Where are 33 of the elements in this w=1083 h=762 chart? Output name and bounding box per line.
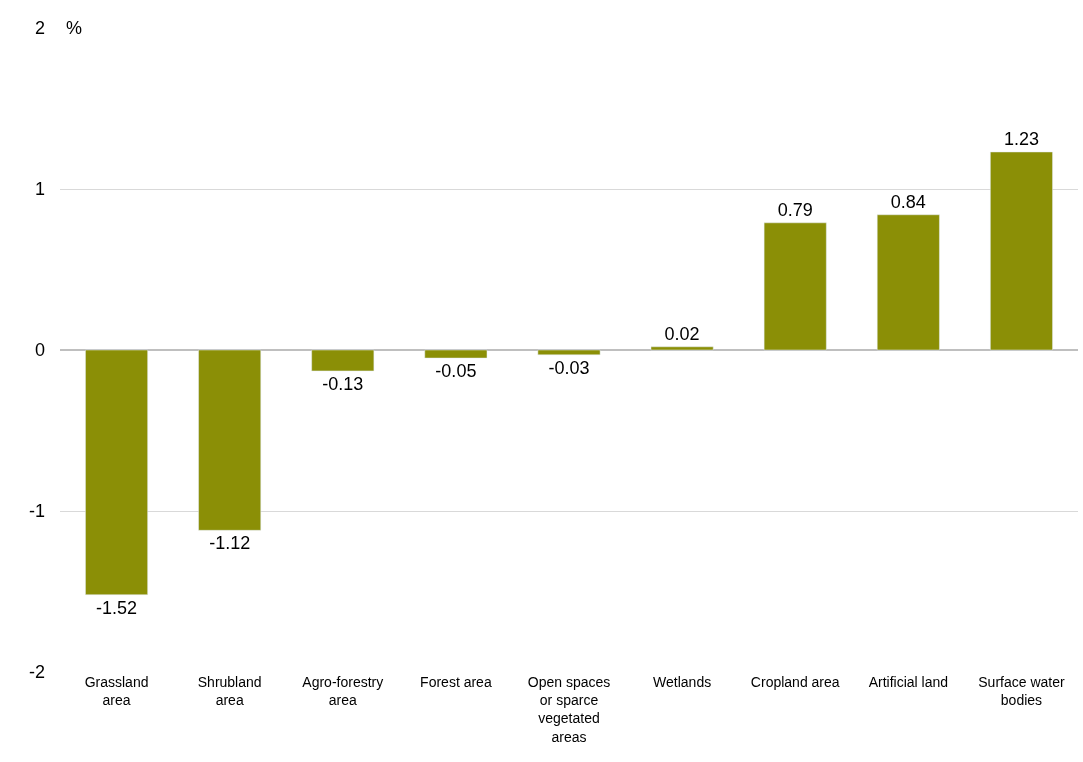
bar xyxy=(198,349,262,531)
x-tick-label: Surface water bodies xyxy=(978,674,1065,709)
x-tick-label: Agro-forestry area xyxy=(302,674,384,709)
data-label: -0.05 xyxy=(435,361,477,382)
data-label: 0.79 xyxy=(777,199,813,220)
x-tick-label: Shrubland area xyxy=(197,674,262,709)
bar xyxy=(763,222,827,351)
y-axis-title: % xyxy=(66,18,83,38)
bar xyxy=(311,349,375,372)
bar xyxy=(650,346,714,351)
data-label: 0.02 xyxy=(664,323,700,344)
x-tick-label: Forest area xyxy=(420,674,492,690)
y-tick-label: 1 xyxy=(34,179,45,200)
y-tick-label: -2 xyxy=(28,662,45,683)
data-label: -1.52 xyxy=(96,597,138,618)
x-tick-label: Wetlands xyxy=(653,674,712,690)
x-tick-label: Cropland area xyxy=(750,674,840,690)
y-tick-label: 2 xyxy=(34,18,45,39)
bar xyxy=(876,214,940,351)
data-label: 1.23 xyxy=(1003,128,1039,149)
data-label: -0.03 xyxy=(548,357,590,378)
bar xyxy=(990,151,1053,351)
data-label: -1.12 xyxy=(209,533,251,554)
data-label: -0.13 xyxy=(322,373,364,394)
data-label: 0.84 xyxy=(890,191,926,212)
x-tick-label: Open spaces or sparce vegetated areas xyxy=(527,674,611,745)
x-tick-label: Artificial land xyxy=(868,674,949,690)
y-tick-label: -1 xyxy=(28,501,45,522)
bar xyxy=(424,349,488,359)
y-tick-label: 0 xyxy=(34,340,45,361)
bar xyxy=(537,349,601,356)
bar xyxy=(85,349,148,595)
x-tick-label: Grassland area xyxy=(84,674,149,709)
